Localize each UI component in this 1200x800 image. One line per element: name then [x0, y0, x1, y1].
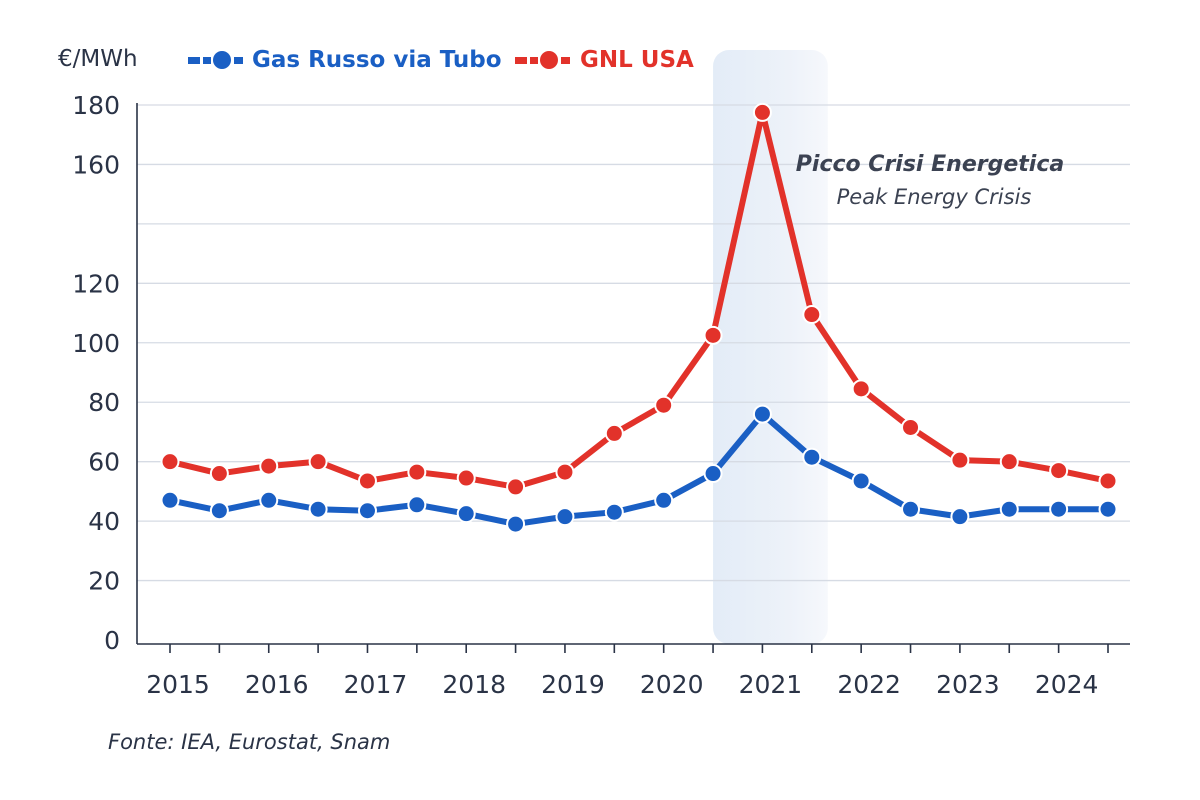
data-point-gnl-usa-12 — [752, 102, 772, 122]
data-point-gas-russo-6 — [456, 504, 476, 524]
data-point-gnl-usa-7 — [506, 477, 526, 497]
y-tick-label-100: 100 — [72, 329, 120, 358]
y-tick-label-120: 120 — [72, 269, 120, 298]
y-tick-label-160: 160 — [72, 150, 120, 179]
data-point-gas-russo-2 — [259, 490, 279, 510]
data-point-gas-russo-0 — [160, 490, 180, 510]
data-point-gas-russo-7 — [506, 514, 526, 534]
data-point-gnl-usa-4 — [357, 471, 377, 491]
data-point-gas-russo-9 — [604, 502, 624, 522]
x-tick-label-2019: 2019 — [541, 670, 605, 699]
data-point-gas-russo-14 — [851, 471, 871, 491]
legend-marker-gas-russo — [188, 51, 243, 69]
y-tick-label-20: 20 — [88, 567, 120, 596]
data-point-gnl-usa-19 — [1098, 471, 1118, 491]
data-point-gas-russo-12 — [752, 404, 772, 424]
annotation-layer: Picco Crisi Energetica Peak Energy Crisi… — [796, 152, 1064, 209]
source-note: Fonte: IEA, Eurostat, Snam — [108, 730, 390, 754]
y-tick-label-60: 60 — [88, 448, 120, 477]
legend-item-gnl-usa: GNL USA — [515, 47, 694, 73]
legend-label-gas-russo: Gas Russo via Tubo — [252, 47, 502, 73]
x-tick-label-2018: 2018 — [442, 670, 506, 699]
data-point-gnl-usa-10 — [654, 395, 674, 415]
highlight-subtitle: Peak Energy Crisis — [837, 185, 1032, 209]
data-point-gnl-usa-8 — [555, 462, 575, 482]
legend-marker-gnl-usa — [515, 51, 570, 69]
data-point-gnl-usa-11 — [703, 325, 723, 345]
x-tick-label-2024: 2024 — [1035, 670, 1099, 699]
data-point-gas-russo-19 — [1098, 499, 1118, 519]
legend-label-gnl-usa: GNL USA — [580, 47, 694, 73]
data-point-gnl-usa-3 — [308, 452, 328, 472]
y-tick-label-0: 0 — [104, 626, 120, 655]
axis-layer: 0 20 40 60 80 100 120 160 180 2015 2016 2017 2018 201… — [72, 91, 1130, 699]
highlight-title: Picco Crisi Energetica — [796, 152, 1064, 177]
data-point-gnl-usa-6 — [456, 468, 476, 488]
data-point-gnl-usa-1 — [209, 464, 229, 484]
data-point-gnl-usa-15 — [901, 417, 921, 437]
data-point-gas-russo-16 — [950, 507, 970, 527]
unit-label: €/MWh — [58, 46, 138, 72]
data-point-gnl-usa-5 — [407, 462, 427, 482]
x-tick-label-2015: 2015 — [146, 670, 210, 699]
x-tick-label-2016: 2016 — [245, 670, 309, 699]
data-point-gnl-usa-16 — [950, 450, 970, 470]
series-gas-russo — [160, 404, 1118, 534]
data-point-gas-russo-11 — [703, 464, 723, 484]
legend: €/MWh Gas Russo via Tubo GNL USA — [58, 46, 694, 73]
data-point-gas-russo-4 — [357, 501, 377, 521]
y-tick-label-180: 180 — [72, 91, 120, 120]
data-point-gnl-usa-0 — [160, 452, 180, 472]
data-point-gas-russo-8 — [555, 507, 575, 527]
y-tick-label-80: 80 — [88, 388, 120, 417]
data-point-gas-russo-1 — [209, 501, 229, 521]
legend-item-gas-russo: Gas Russo via Tubo — [188, 47, 502, 73]
x-tick-label-2021: 2021 — [739, 670, 803, 699]
data-point-gas-russo-17 — [999, 499, 1019, 519]
data-point-gas-russo-10 — [654, 490, 674, 510]
series-layer — [160, 102, 1118, 534]
data-point-gas-russo-3 — [308, 499, 328, 519]
data-point-gnl-usa-18 — [1049, 461, 1069, 481]
data-point-gnl-usa-9 — [604, 423, 624, 443]
x-tick-label-2022: 2022 — [837, 670, 901, 699]
data-point-gnl-usa-2 — [259, 456, 279, 476]
data-point-gas-russo-15 — [901, 499, 921, 519]
data-point-gnl-usa-14 — [851, 379, 871, 399]
data-point-gas-russo-18 — [1049, 499, 1069, 519]
x-tick-label-2023: 2023 — [936, 670, 1000, 699]
x-tick-label-2017: 2017 — [344, 670, 408, 699]
y-tick-label-40: 40 — [88, 507, 120, 536]
data-point-gas-russo-13 — [802, 447, 822, 467]
data-point-gnl-usa-17 — [999, 452, 1019, 472]
data-point-gnl-usa-13 — [802, 305, 822, 325]
series-gnl-usa — [160, 102, 1118, 497]
data-point-gas-russo-5 — [407, 495, 427, 515]
x-tick-label-2020: 2020 — [640, 670, 704, 699]
